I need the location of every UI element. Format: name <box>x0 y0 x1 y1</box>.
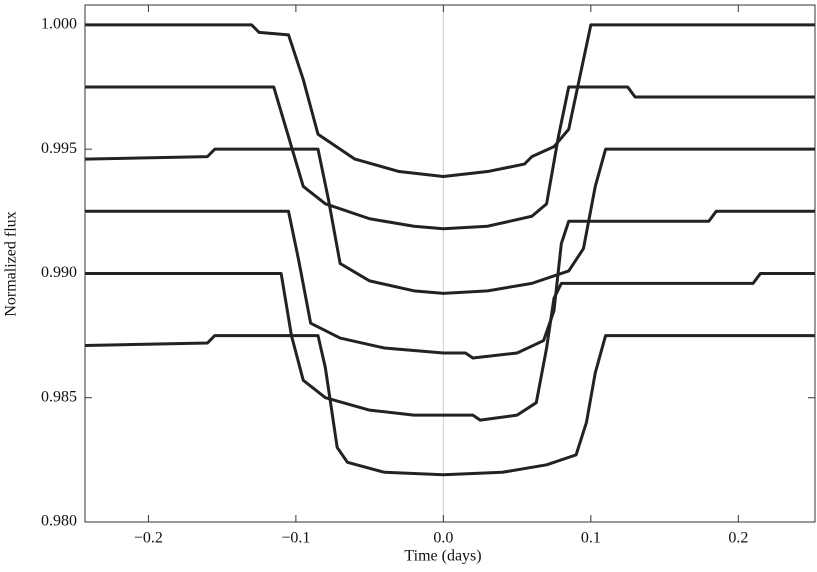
x-axis-label: Time (days) <box>404 548 481 565</box>
model-curve <box>85 271 815 422</box>
x-tick-label: 0.2 <box>728 530 748 547</box>
x-tick-label: 0.0 <box>433 530 453 547</box>
model-curve <box>84 334 815 477</box>
model-curve <box>85 209 815 360</box>
x-tick-label: −0.2 <box>134 530 163 547</box>
y-tick-label: 0.995 <box>41 140 77 157</box>
plot-frame <box>84 4 816 523</box>
y-tick-label: 0.985 <box>41 388 77 405</box>
model-curve <box>85 85 815 231</box>
model-curve <box>85 23 815 179</box>
x-tick-label: 0.1 <box>581 530 601 547</box>
y-tick-label: 1.000 <box>41 16 77 33</box>
y-axis-label: Normalized flux <box>3 211 20 316</box>
model-curve <box>84 147 815 295</box>
y-tick-label: 0.980 <box>41 513 77 530</box>
x-tick-label: −0.1 <box>281 530 310 547</box>
y-tick-label: 0.990 <box>41 264 77 281</box>
